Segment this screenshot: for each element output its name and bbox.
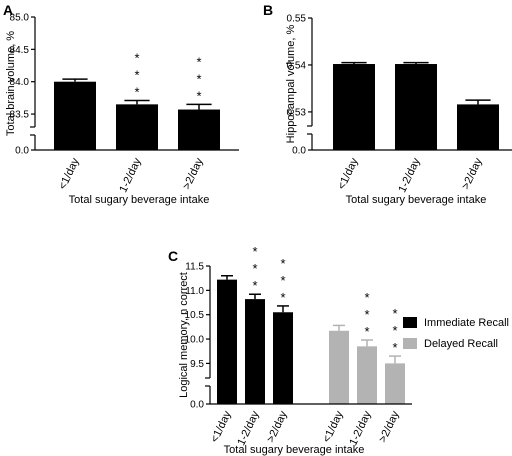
- significance-star: *: [280, 290, 285, 305]
- y-tick-label: 10.5: [185, 310, 205, 321]
- x-tick-label: 1-2/day: [117, 156, 144, 195]
- y-tick-label: 85.0: [10, 13, 30, 24]
- bar: [273, 312, 293, 404]
- significance-star: *: [280, 273, 285, 288]
- panel-b: B 0.53 0.54 0.55 0.0 Hippocampal volume, % <1/…: [263, 2, 512, 206]
- x-tick-label: >2/day: [377, 409, 402, 445]
- bar: [457, 104, 499, 150]
- y-tick-label: 84.0: [10, 77, 30, 88]
- y-tick-label: 0.53: [287, 107, 307, 118]
- y-tick-label: 11.0: [185, 286, 204, 297]
- y-axis-label: Logical memory, n correct: [178, 272, 190, 398]
- x-tick-label: >2/day: [265, 409, 290, 445]
- x-tick-label: 1-2/day: [235, 409, 262, 448]
- bar: [54, 81, 96, 150]
- bar: [357, 346, 377, 404]
- y-tick-label: 0.55: [287, 14, 307, 25]
- significance-star: *: [364, 324, 369, 339]
- y-tick-label: 10.0: [185, 335, 205, 346]
- y-tick-label: 9.5: [190, 359, 204, 370]
- legend-label: Immediate Recall: [424, 317, 509, 329]
- significance-star: *: [392, 323, 397, 338]
- significance-star: *: [252, 278, 257, 293]
- y-tick-label: 0.54: [287, 60, 307, 71]
- significance-star: *: [196, 54, 201, 69]
- x-tick-label: >2/day: [181, 156, 206, 192]
- x-tick-label: <1/day: [321, 409, 346, 445]
- x-tick-label: <1/day: [209, 409, 234, 445]
- y-tick-label: 11.5: [185, 262, 204, 273]
- legend-swatch: [403, 338, 417, 349]
- y-tick-label: 84.5: [10, 45, 30, 56]
- bar: [395, 64, 437, 150]
- x-tick-label: 1-2/day: [396, 156, 423, 195]
- significance-star: *: [280, 256, 285, 271]
- legend-swatch: [403, 317, 417, 328]
- panel-a: A 83.5 84.0 84.5 85.0 0.0 Total brain volume, …: [3, 2, 239, 206]
- panel-letter: A: [3, 2, 13, 18]
- x-axis-label: Total sugary beverage intake: [346, 194, 487, 206]
- bar: [116, 104, 158, 150]
- x-axis-label: Total sugary beverage intake: [224, 444, 365, 456]
- x-tick-label: 1-2/day: [347, 409, 374, 448]
- significance-star: *: [196, 71, 201, 86]
- y-tick-label: 0.0: [15, 146, 29, 157]
- y-axis-label: Hippocampal volume, %: [285, 24, 297, 143]
- bar: [245, 299, 265, 404]
- significance-star: *: [252, 244, 257, 259]
- bar: [329, 330, 349, 404]
- significance-star: *: [252, 261, 257, 276]
- bar: [217, 279, 237, 404]
- significance-star: *: [134, 50, 139, 65]
- significance-star: *: [134, 67, 139, 82]
- significance-star: *: [196, 88, 201, 103]
- panel-letter: C: [168, 248, 178, 264]
- y-tick-label: 0.0: [190, 400, 204, 411]
- significance-star: *: [134, 84, 139, 99]
- x-tick-label: >2/day: [460, 156, 485, 192]
- bar: [333, 64, 375, 150]
- panel-letter: B: [263, 2, 273, 18]
- y-tick-label: 83.5: [10, 110, 30, 121]
- x-axis-label: Total sugary beverage intake: [69, 194, 210, 206]
- y-axis-label: Total brain volume, %: [5, 31, 17, 136]
- legend-label: Delayed Recall: [424, 338, 498, 350]
- significance-star: *: [364, 307, 369, 322]
- y-tick-label: 0.0: [292, 146, 306, 157]
- bar: [178, 109, 220, 150]
- significance-star: *: [364, 290, 369, 305]
- significance-star: *: [392, 306, 397, 321]
- x-tick-label: <1/day: [57, 156, 82, 192]
- bar: [385, 363, 405, 404]
- significance-star: *: [392, 340, 397, 355]
- x-tick-label: <1/day: [336, 156, 361, 192]
